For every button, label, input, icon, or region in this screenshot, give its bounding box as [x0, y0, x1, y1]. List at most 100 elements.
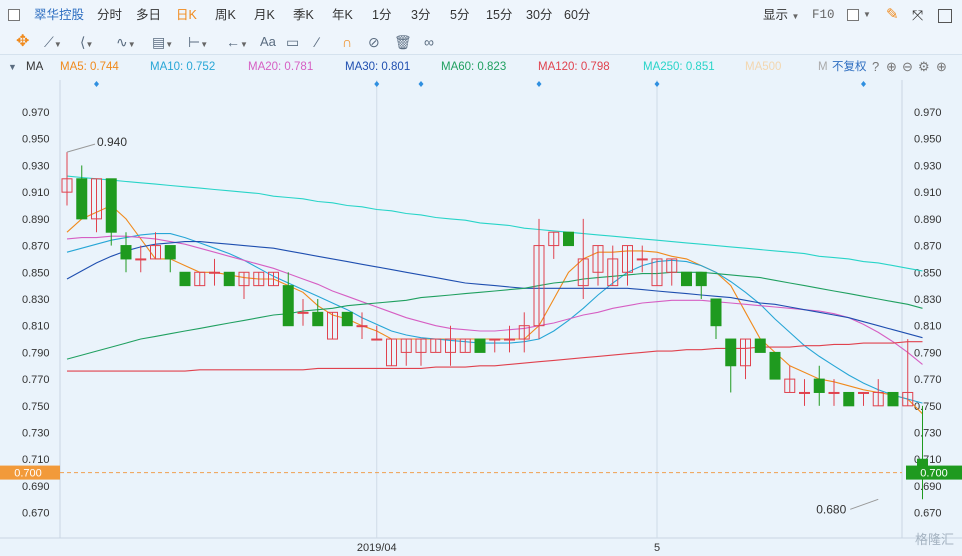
- period-tab-multiday[interactable]: 多日: [136, 8, 162, 22]
- zoom-out-icon[interactable]: ⊖: [902, 59, 913, 74]
- candle-body: [400, 338, 412, 353]
- candle-body: [725, 338, 737, 367]
- candle-body: [341, 311, 353, 327]
- add-indicator-icon[interactable]: ⊕: [936, 59, 947, 74]
- text-tool[interactable]: Aa: [260, 34, 276, 49]
- y-tick-label-right: 0.930: [914, 160, 942, 172]
- period-tab-30min[interactable]: 30分: [526, 8, 553, 22]
- y-tick-label-left: 0.970: [22, 107, 50, 119]
- period-tab-weekly[interactable]: 周K: [215, 8, 236, 22]
- event-marker: [536, 81, 542, 87]
- period-tab-monthly[interactable]: 月K: [254, 8, 275, 22]
- y-tick-label-left: 0.810: [22, 321, 50, 333]
- candle-body: [415, 338, 427, 353]
- period-toolbar: 翠华控股 分时 多日 日K 周K 月K 季K 年K 1分 3分 5分 15分 3…: [0, 0, 962, 31]
- y-tick-label-right: 0.790: [914, 347, 942, 359]
- fibonacci-tool-icon[interactable]: ▤▼: [152, 34, 174, 50]
- display-menu[interactable]: 显示 ▼: [763, 0, 799, 30]
- period-tab-yearly[interactable]: 年K: [332, 8, 353, 22]
- candle-body: [135, 258, 147, 261]
- candle-body: [194, 271, 206, 287]
- y-tick-label-left: 0.950: [22, 134, 50, 146]
- crosshair-icon[interactable]: ✥: [16, 33, 30, 50]
- candle-body: [666, 258, 678, 273]
- y-tick-label-left: 0.910: [22, 187, 50, 199]
- event-marker: [654, 81, 660, 87]
- current-price-tag-right: [906, 465, 962, 480]
- chevron-down-icon[interactable]: ▼: [863, 10, 871, 19]
- stock-name[interactable]: 翠华控股: [34, 8, 85, 22]
- candle-body: [622, 245, 633, 273]
- candle-body: [592, 245, 604, 273]
- candle-body: [268, 271, 279, 287]
- x-tick-label: 5: [654, 542, 660, 554]
- period-tab-1min[interactable]: 1分: [372, 8, 392, 22]
- candle-body: [607, 258, 619, 287]
- x-tick-label: 2019/04: [357, 542, 397, 554]
- watermark: 格隆汇: [914, 532, 954, 547]
- period-tab-60min[interactable]: 60分: [564, 8, 591, 22]
- candle-body: [179, 271, 191, 287]
- ma10-value: MA10: 0.752: [150, 61, 216, 73]
- pencil-icon[interactable]: ✎: [886, 6, 899, 23]
- candle-body: [459, 338, 471, 353]
- candle-body: [533, 245, 545, 327]
- candle-body: [754, 338, 766, 353]
- y-tick-label-right: 0.670: [914, 508, 942, 520]
- period-tab-3min[interactable]: 3分: [411, 8, 431, 22]
- candle-body: [253, 271, 265, 287]
- hide-icon[interactable]: ⊘: [368, 34, 380, 50]
- ma5-value: MA5: 0.744: [60, 61, 119, 73]
- select-checkbox[interactable]: [8, 9, 20, 21]
- window-icon[interactable]: [938, 0, 952, 30]
- candle-body: [474, 338, 486, 353]
- y-tick-label-right: 0.810: [914, 321, 942, 333]
- help-icon[interactable]: ?: [872, 59, 880, 74]
- candle-body: [828, 391, 840, 394]
- line-tool-icon[interactable]: ⟋▼: [44, 34, 62, 50]
- adjust-mode-button[interactable]: 不复权: [832, 61, 867, 73]
- wave-tool-icon[interactable]: ∿▼: [116, 34, 136, 50]
- event-marker: [418, 81, 424, 87]
- candle-body: [223, 271, 235, 287]
- period-tab-5min[interactable]: 5分: [450, 8, 470, 22]
- y-tick-label-right: 0.730: [914, 428, 942, 440]
- measure-tool-icon[interactable]: ⊢▼: [188, 34, 209, 50]
- period-tab-quarterly[interactable]: 季K: [293, 8, 314, 22]
- collapse-icon[interactable]: ▼: [8, 62, 17, 72]
- ma-line-ma10: [66, 233, 923, 404]
- y-tick-label-left: 0.750: [22, 401, 50, 413]
- candle-body: [769, 351, 781, 380]
- comment-icon[interactable]: ▭: [286, 34, 300, 50]
- period-tab-daily[interactable]: 日K: [176, 8, 197, 22]
- candle-body: [312, 311, 324, 327]
- period-tab-intraday[interactable]: 分时: [97, 8, 123, 22]
- settings-icon[interactable]: ⚙: [918, 59, 930, 74]
- fullscreen-icon[interactable]: ⤧: [912, 7, 924, 23]
- ma-line-ma20: [66, 235, 923, 365]
- y-tick-label-right: 0.690: [914, 481, 942, 493]
- y-tick-label-left: 0.870: [22, 241, 50, 253]
- link-icon[interactable]: ∞: [424, 34, 434, 50]
- ma-line-ma60: [66, 271, 923, 360]
- ma60-value: MA60: 0.823: [441, 61, 507, 73]
- polyline-tool-icon[interactable]: ⟨▼: [80, 34, 94, 50]
- trash-icon[interactable]: 🗑: [394, 34, 412, 50]
- pen-icon[interactable]: ∕: [316, 34, 319, 50]
- y-tick-label-right: 0.970: [914, 107, 942, 119]
- f10-button[interactable]: F10: [812, 8, 835, 22]
- candle-body: [887, 391, 899, 407]
- candle-body: [356, 325, 368, 328]
- candle-body: [504, 338, 515, 341]
- magnet-icon[interactable]: ∩: [342, 34, 353, 50]
- layout-checkbox[interactable]: [847, 9, 859, 21]
- arrow-tool-icon[interactable]: ←▼: [226, 34, 248, 50]
- zoom-in-icon[interactable]: ⊕: [886, 59, 897, 74]
- period-tab-15min[interactable]: 15分: [486, 8, 513, 22]
- candle-body: [636, 258, 648, 261]
- candle-body: [813, 378, 825, 393]
- candle-body: [799, 391, 810, 394]
- event-marker: [374, 81, 380, 87]
- candle-body: [843, 391, 855, 407]
